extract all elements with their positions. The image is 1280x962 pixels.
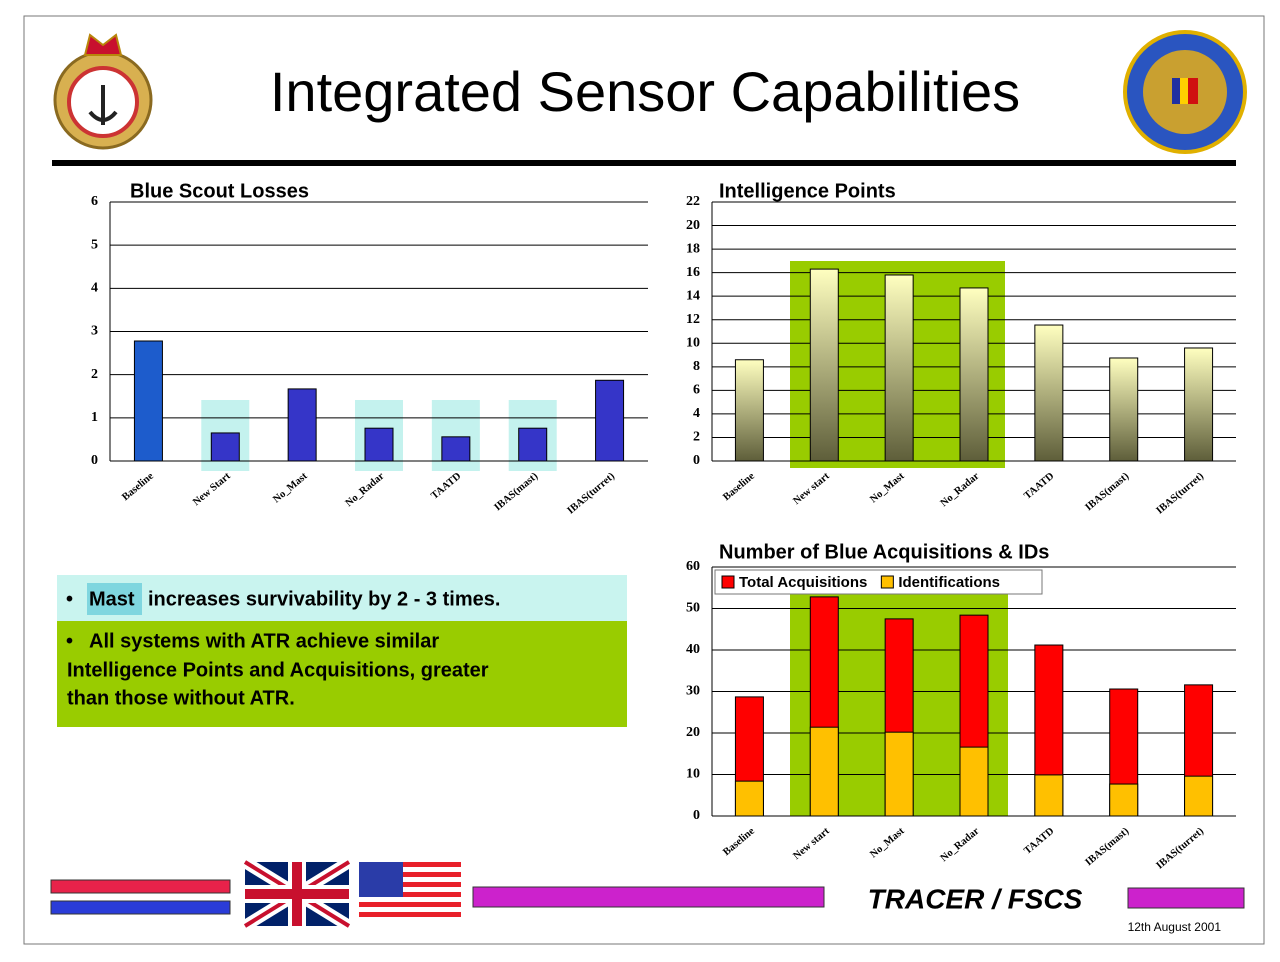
x-tick-label: IBAS(mast) xyxy=(492,470,540,513)
x-tick-label: TAATD xyxy=(1022,470,1056,501)
legend-label: Identifications xyxy=(898,574,1000,591)
y-tick-label: 60 xyxy=(686,559,700,574)
x-tick-label: No_Mast xyxy=(868,470,907,505)
x-tick-label: No_Radar xyxy=(344,471,387,510)
y-tick-label: 18 xyxy=(686,241,700,256)
x-tick-label: IBAS(turret) xyxy=(1154,825,1206,871)
svg-text:•: • xyxy=(66,588,73,610)
slide-title: Integrated Sensor Capabilities xyxy=(270,60,1020,123)
y-tick-label: 5 xyxy=(91,237,98,252)
x-tick-label: IBAS(turret) xyxy=(1154,470,1206,516)
y-tick-label: 16 xyxy=(686,265,700,280)
bullet-text: increases survivability by 2 - 3 times. xyxy=(148,588,500,610)
chart-title: Intelligence Points xyxy=(719,180,896,202)
y-tick-label: 4 xyxy=(693,406,700,421)
legend-swatch xyxy=(721,575,735,589)
bar xyxy=(287,388,317,462)
legend-swatch xyxy=(880,575,894,589)
bullet-box: • Mast increases survivability by 2 - 3 … xyxy=(57,575,627,727)
chart-title: Number of Blue Acquisitions & IDs xyxy=(719,541,1049,563)
y-tick-label: 8 xyxy=(693,359,700,374)
chart-title: Blue Scout Losses xyxy=(130,180,309,202)
bar xyxy=(1109,357,1139,462)
legend-box xyxy=(714,569,1043,595)
y-tick-label: 40 xyxy=(686,642,700,657)
x-tick-label: New start xyxy=(791,825,832,862)
x-tick-label: No_Radar xyxy=(939,471,982,510)
bullet-text: than those without ATR. xyxy=(67,687,295,709)
y-tick-label: 2 xyxy=(91,367,98,382)
bar xyxy=(734,780,764,817)
x-tick-label: New Start xyxy=(191,470,233,508)
bar xyxy=(595,379,625,462)
bullet-text: All systems with ATR achieve similar xyxy=(89,630,439,652)
bar xyxy=(959,746,989,817)
x-tick-label: TAATD xyxy=(1022,825,1056,856)
bar xyxy=(884,274,914,462)
bar xyxy=(1184,347,1214,462)
bar xyxy=(1109,783,1139,817)
slide-border xyxy=(23,15,1265,945)
bar xyxy=(959,287,989,462)
x-tick-label: New start xyxy=(791,470,832,507)
footer-program: TRACER / FSCS xyxy=(868,883,1083,914)
bar xyxy=(884,731,914,817)
y-tick-label: 0 xyxy=(91,453,98,468)
y-tick-label: 0 xyxy=(693,808,700,823)
bar xyxy=(210,432,240,462)
title-rule xyxy=(52,160,1236,166)
x-tick-label: Baseline xyxy=(721,826,757,859)
footer-decor xyxy=(50,856,1245,932)
x-tick-label: Baseline xyxy=(120,471,156,504)
y-tick-label: 1 xyxy=(91,410,98,425)
y-tick-label: 12 xyxy=(686,312,700,327)
x-tick-label: IBAS(mast) xyxy=(1083,470,1131,513)
footer-date: 12th August 2001 xyxy=(1128,920,1222,934)
x-tick-label: IBAS(mast) xyxy=(1083,825,1131,868)
bar xyxy=(518,427,548,462)
y-tick-label: 14 xyxy=(686,288,700,303)
bar xyxy=(133,340,163,462)
y-tick-label: 22 xyxy=(686,194,700,209)
bar xyxy=(1034,774,1064,817)
left-logo xyxy=(53,33,153,150)
x-tick-label: TAATD xyxy=(429,470,463,501)
bar xyxy=(809,268,839,462)
x-tick-label: No_Radar xyxy=(939,826,982,865)
y-tick-label: 50 xyxy=(686,601,700,616)
bullet-text: Intelligence Points and Acquisitions, gr… xyxy=(67,659,489,681)
x-tick-label: Baseline xyxy=(721,471,757,504)
y-tick-label: 0 xyxy=(693,453,700,468)
svg-text:•: • xyxy=(66,630,73,652)
y-tick-label: 4 xyxy=(91,281,98,296)
x-tick-label: IBAS(turret) xyxy=(565,470,617,516)
bar xyxy=(1034,324,1064,462)
bar xyxy=(1184,775,1214,817)
y-tick-label: 10 xyxy=(686,767,700,782)
x-tick-label: No_Mast xyxy=(868,825,907,860)
right-logo xyxy=(1123,30,1247,154)
bar xyxy=(364,427,394,462)
bar xyxy=(734,359,764,462)
y-tick-label: 2 xyxy=(693,430,700,445)
legend-label: Total Acquisitions xyxy=(739,574,867,591)
y-tick-label: 3 xyxy=(91,324,98,339)
y-tick-label: 20 xyxy=(686,218,700,233)
bar xyxy=(809,726,839,817)
legend: Total Acquisitions Identifications xyxy=(714,569,1043,595)
y-tick-label: 10 xyxy=(686,335,700,350)
y-tick-label: 30 xyxy=(686,684,700,699)
y-tick-label: 6 xyxy=(91,194,98,209)
bar xyxy=(441,436,471,462)
y-tick-label: 20 xyxy=(686,725,700,740)
y-tick-label: 6 xyxy=(693,383,700,398)
bullet-highlight: Mast xyxy=(89,588,135,610)
x-tick-label: No_Mast xyxy=(271,470,310,505)
